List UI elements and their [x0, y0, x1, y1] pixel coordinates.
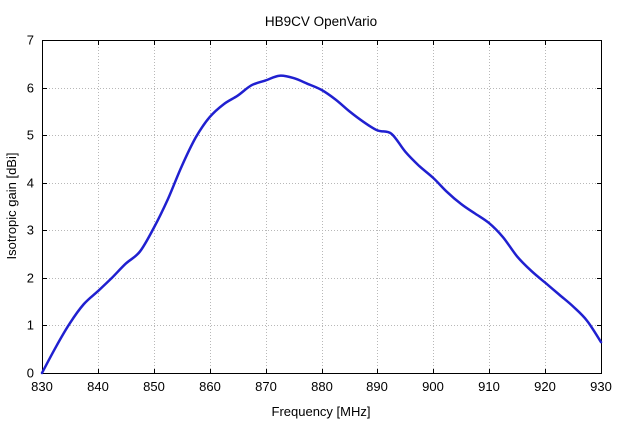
y-tick-label: 4 [27, 176, 34, 191]
x-tick-label: 910 [478, 379, 500, 394]
x-tick-label: 900 [422, 379, 444, 394]
x-tick-label: 890 [366, 379, 388, 394]
x-tick-label: 840 [87, 379, 109, 394]
x-tick-label: 920 [534, 379, 556, 394]
x-tick-label: 870 [255, 379, 277, 394]
y-tick-label: 7 [27, 33, 34, 48]
y-tick-label: 6 [27, 81, 34, 96]
x-tick-label: 930 [590, 379, 612, 394]
x-axis-title: Frequency [MHz] [272, 404, 371, 419]
x-tick-label: 830 [31, 379, 53, 394]
plot-frame [42, 40, 602, 374]
x-tick-label: 880 [311, 379, 333, 394]
gain-curve [40, 74, 603, 375]
x-tick-label: 850 [143, 379, 165, 394]
chart-title: HB9CV OpenVario [265, 14, 377, 29]
y-tick-label: 2 [27, 271, 34, 286]
plot-render-layer: 830 840 850 860 870 880 890 900 910 920 930 0 1 2 3 4 5 6… [27, 33, 612, 395]
y-axis-title: Isotropic gain [dBi] [4, 153, 19, 260]
y-tick-label: 0 [27, 366, 34, 381]
x-tick-label: 860 [199, 379, 221, 394]
y-tick-label: 1 [27, 318, 34, 333]
y-tick-label: 3 [27, 223, 34, 238]
y-tick-label: 5 [27, 128, 34, 143]
